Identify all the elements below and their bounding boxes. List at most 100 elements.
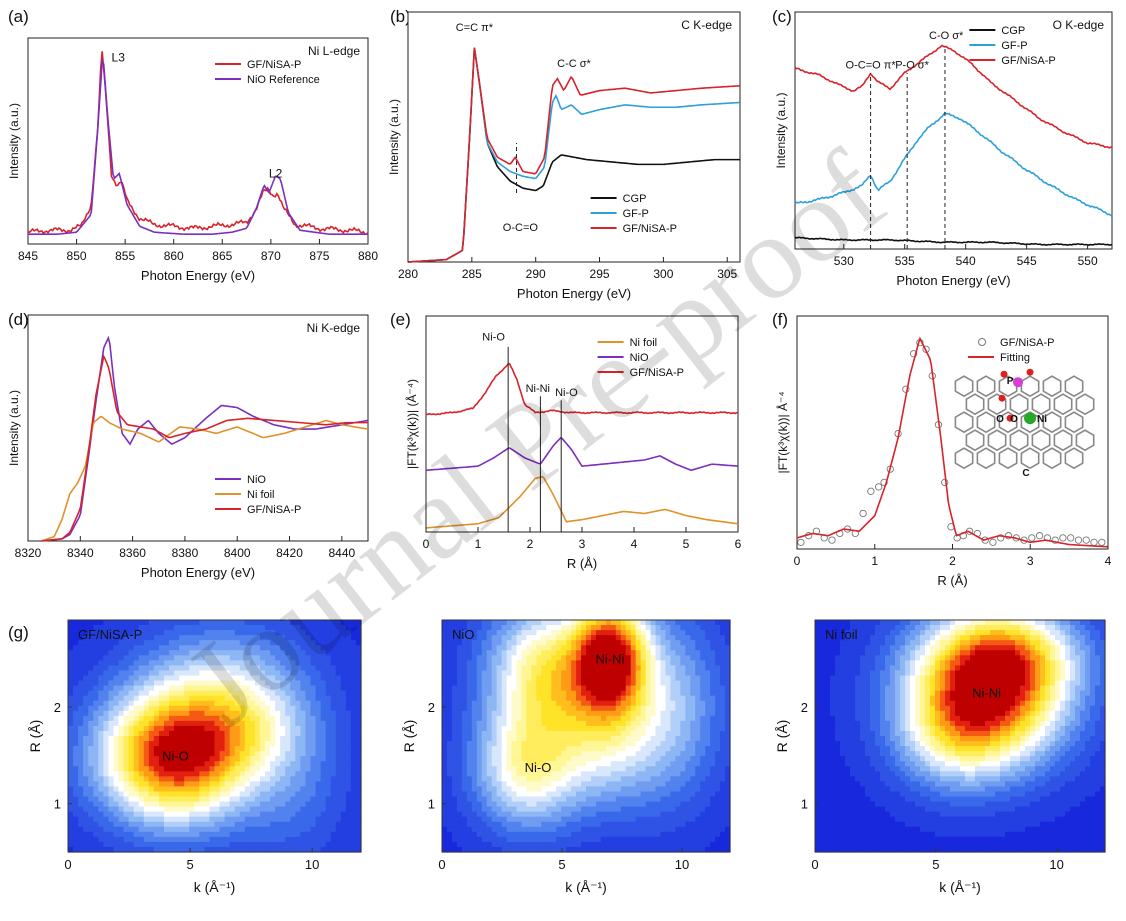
heatmap-cell [620,741,627,747]
heatmap-cell [163,816,170,823]
heatmap-cell [556,741,562,747]
heatmap-cell [148,811,155,818]
heatmap-cell [275,846,281,853]
heatmap-cell [123,791,130,798]
heatmap-cell [355,831,362,838]
heatmap-cell [98,620,104,626]
heatmap-cell [715,766,721,772]
heatmap-cell [720,620,726,626]
heatmap-cell [148,756,155,762]
heatmap-cell [93,650,99,656]
heatmap-cell [640,705,647,712]
heatmap-cell [158,645,165,651]
heatmap-cell [645,776,652,782]
heatmap-cell [214,675,221,682]
heatmap-cell [229,766,236,772]
heatmap-cell [660,730,667,737]
heatmap-cell [204,645,211,651]
heatmap-cell [320,715,327,722]
heatmap-cell [78,761,84,767]
heatmap-cell [204,811,211,818]
heatmap-cell [133,715,140,722]
heatmap-cell [123,766,130,772]
heatmap-cell [118,655,125,661]
plot-frame [796,315,1109,550]
heatmap-cell [254,645,261,651]
heatmap-cell [153,660,160,666]
heatmap-cell [690,761,696,767]
heatmap-cell [481,761,488,767]
heatmap-cell [506,695,513,702]
heatmap-cell [630,776,637,782]
heatmap-cell [265,655,271,661]
heatmap-cell [516,665,523,672]
heatmap-cell [68,771,74,777]
heatmap-cell [715,680,721,687]
panel-label: (f) [772,310,788,329]
heatmap-cell [123,741,130,747]
heatmap-cell [330,710,337,717]
heatmap-cell [148,715,155,722]
heatmap-cell [350,710,357,717]
heatmap-cell [330,796,337,803]
heatmap-cell [700,620,706,626]
heatmap-cell [720,746,726,752]
heatmap-cell [254,705,261,712]
heatmap-cell [214,730,221,737]
heatmap-cell [340,756,347,762]
heatmap-cell [340,690,347,697]
heatmap-cell [345,655,352,661]
heatmap-cell [536,776,542,782]
heatmap-cell [466,670,473,677]
heatmap-cell [461,710,468,717]
heatmap-cell [204,675,211,682]
heatmap-cell [511,725,518,732]
heatmap-cell [143,670,150,677]
heatmap-cell [715,665,721,672]
heatmap-cell [605,730,612,737]
heatmap-cell [725,761,731,767]
heatmap-cell [675,715,681,722]
heatmap-cell [551,776,557,782]
heatmap-cell [645,786,652,793]
heatmap-cell [536,690,542,697]
heatmap-cell [630,625,637,631]
heatmap-cell [204,786,211,793]
heatmap-cell [280,761,286,767]
heatmap-cell [270,836,276,843]
heatmap-cell [456,680,463,687]
heatmap-cell [163,670,170,677]
heatmap-cell [442,766,448,772]
heatmap-cell [625,710,632,717]
heatmap-cell [456,710,463,717]
heatmap-cell [113,670,120,677]
heatmap-cell [239,796,246,803]
heatmap-cell [239,836,246,843]
heatmap-cell [350,730,357,737]
peak-label: C-C σ* [557,58,591,70]
heatmap-cell [566,680,572,687]
graphene-ring [1020,411,1040,434]
heatmap-cell [576,736,582,742]
heatmap-cell [521,670,528,677]
heatmap-cell [710,675,716,682]
heatmap-cell [259,771,266,777]
heatmap-cell [541,680,547,687]
heatmap-cell [526,751,532,757]
heatmap-cell [576,685,582,692]
heatmap-cell [665,670,672,677]
heatmap-cell [615,715,622,722]
heatmap-cell [138,746,145,752]
heatmap-cell [148,720,155,727]
heatmap-cell [561,645,567,651]
heatmap-cell [640,766,647,772]
heatmap-cell [300,730,307,737]
heatmap-cell [541,660,547,666]
heatmap-cell [536,736,542,742]
heatmap-cell [123,710,130,717]
heatmap-cell [556,650,562,656]
heatmap-cell [68,670,74,677]
heatmap-cell [148,655,155,661]
heatmap-cell [566,730,572,737]
heatmap-cell [506,705,513,712]
